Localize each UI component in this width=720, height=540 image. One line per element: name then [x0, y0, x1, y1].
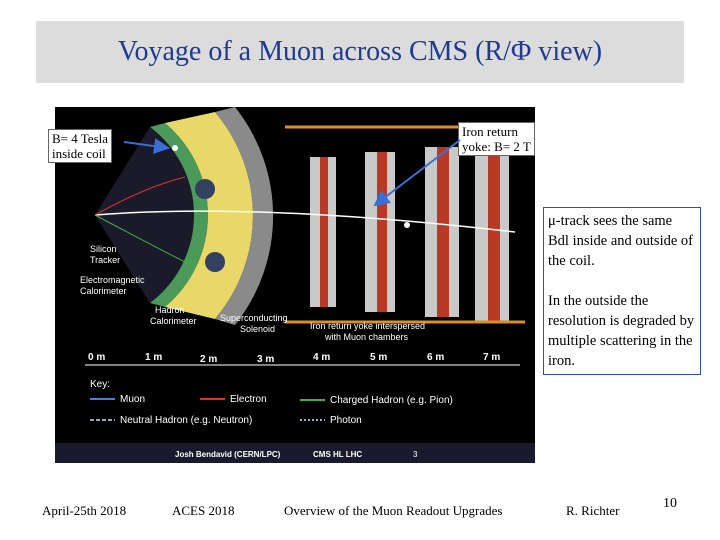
yoke-layer-2 [377, 152, 387, 312]
ecal-ring [150, 123, 208, 307]
footer-event: ACES 2018 [172, 503, 235, 518]
scale-tick-5: 5 m [370, 352, 387, 363]
title-bar: Voyage of a Muon across CMS (R/Φ view) [36, 21, 684, 83]
callout-field-line2: inside coil [52, 146, 106, 161]
arrow-field [123, 138, 170, 155]
note-paragraph-2: In the outside the resolution is degrade… [548, 293, 695, 369]
label-silicon-tracker-2: Tracker [90, 255, 120, 265]
cms-detector-svg: Silicon Tracker Electromagnetic Calorime… [55, 107, 535, 463]
footer-topic: Overview of the Muon Readout Upgrades [284, 503, 503, 518]
note-paragraph-1: μ-track sees the same Bdl inside and out… [548, 213, 693, 269]
label-ecal-1: Electromagnetic [80, 275, 145, 285]
label-hcal-1: Hadron [155, 305, 185, 315]
slide-title: Voyage of a Muon across CMS (R/Φ view) [117, 36, 603, 67]
hcal-ring [165, 112, 253, 319]
scale-tick-3: 3 m [257, 354, 274, 365]
callout-field-line1: B= 4 Tesla [52, 131, 109, 146]
scale-tick-6: 6 m [427, 352, 444, 363]
muon-track [94, 210, 516, 233]
yoke-layer-1 [320, 157, 328, 307]
credit-name: Josh Bendavid (CERN/LPC) [175, 450, 281, 459]
muon-marker-field [172, 145, 178, 151]
scale-tick-7: 7 m [483, 352, 500, 363]
label-silicon-tracker-1: Silicon [90, 244, 117, 254]
footer-author: R. Richter [566, 503, 620, 518]
key-muon: Muon [120, 394, 145, 405]
label-hcal-2: Calorimeter [150, 316, 197, 326]
callout-field: B= 4 Tesla inside coil [48, 129, 113, 163]
electron-track [94, 176, 186, 216]
key-charged-hadron: Charged Hadron (e.g. Pion) [330, 395, 453, 406]
callout-yoke-line1: Iron return [462, 124, 518, 139]
cms-detector-figure: Silicon Tracker Electromagnetic Calorime… [55, 107, 535, 463]
callout-yoke: Iron return yoke: B= 2 T [458, 122, 535, 156]
scale-tick-2: 2 m [200, 354, 217, 365]
yoke-layer-3 [437, 147, 449, 317]
credit-tag: CMS HL LHC [313, 450, 362, 459]
scale-tick-1: 1 m [145, 352, 162, 363]
credit-num: 3 [413, 450, 418, 459]
label-solenoid-1: Superconducting [220, 313, 288, 323]
hcal-shower-1 [195, 179, 215, 199]
solenoid-ring [215, 107, 274, 325]
key-electron: Electron [230, 394, 267, 405]
muon-marker-yoke [404, 222, 410, 228]
footer-page-number: 10 [663, 496, 677, 511]
label-yoke-1: Iron return yoke interspersed [310, 321, 425, 331]
scale-tick-4: 4 m [313, 352, 330, 363]
credit-strip [55, 443, 535, 463]
tracker-region [95, 127, 194, 303]
label-ecal-2: Calorimeter [80, 286, 127, 296]
note-box: μ-track sees the same Bdl inside and out… [543, 207, 701, 375]
hcal-shower-2 [205, 252, 225, 272]
footer-date: April-25th 2018 [42, 503, 127, 518]
key-title: Key: [90, 379, 110, 390]
yoke-layer-4 [488, 142, 500, 322]
callout-yoke-line2: yoke: B= 2 T [462, 139, 531, 154]
arrow-yoke [373, 139, 461, 207]
key-photon: Photon [330, 415, 362, 426]
key-neutral-hadron: Neutral Hadron (e.g. Neutron) [120, 415, 252, 426]
label-yoke-2: with Muon chambers [324, 332, 409, 342]
scale-tick-0: 0 m [88, 352, 105, 363]
hadron-track [94, 214, 196, 268]
label-solenoid-2: Solenoid [240, 324, 275, 334]
